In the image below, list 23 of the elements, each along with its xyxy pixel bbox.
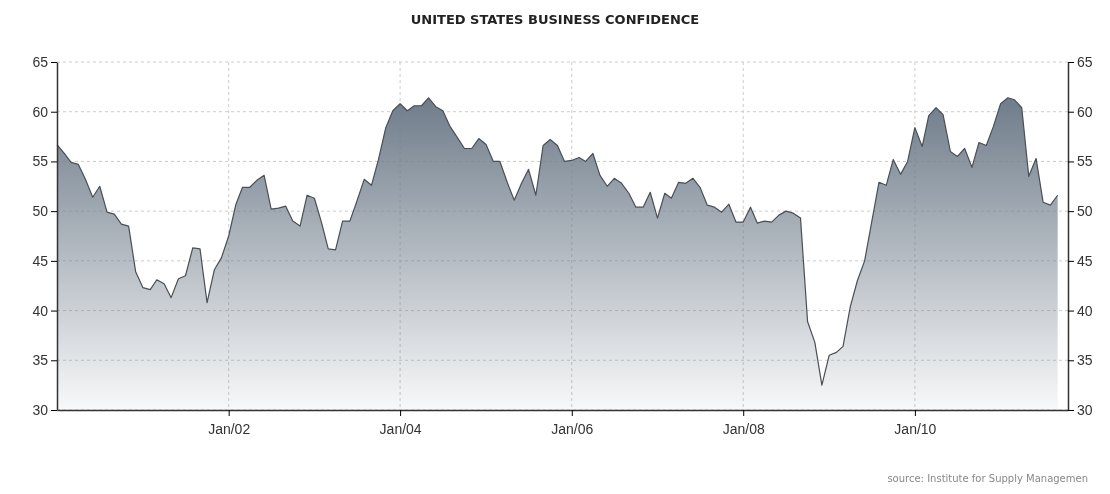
y-tick-label: 60 [32, 103, 49, 120]
y2-tick-label: 65 [1077, 53, 1093, 70]
y-tick-label: 65 [32, 53, 49, 70]
y-tick-label: 45 [32, 252, 49, 269]
x-tick-label: Jan/02 [208, 421, 251, 438]
y-tick-label: 40 [32, 302, 49, 319]
y2-tick-label: 50 [1077, 203, 1093, 220]
y2-tick-label: 55 [1077, 153, 1093, 170]
source-note: source: Institute for Supply Managemen [887, 473, 1088, 484]
x-tick-label: Jan/06 [551, 421, 594, 438]
chart-title: UNITED STATES BUSINESS CONFIDENCE [410, 12, 700, 27]
y2-tick-label: 40 [1077, 302, 1093, 319]
y-tick-label: 30 [32, 401, 49, 418]
x-tick-label: Jan/04 [379, 421, 422, 438]
y2-tick-label: 60 [1077, 103, 1093, 120]
y2-tick-label: 30 [1077, 401, 1093, 418]
y-tick-label: 55 [32, 153, 49, 170]
x-tick-label: Jan/08 [722, 421, 765, 438]
x-tick-label: Jan/10 [894, 421, 937, 438]
y2-tick-label: 35 [1077, 352, 1093, 369]
y2-tick-label: 45 [1077, 252, 1093, 269]
y-tick-label: 35 [32, 352, 49, 369]
y-tick-label: 50 [32, 203, 49, 220]
